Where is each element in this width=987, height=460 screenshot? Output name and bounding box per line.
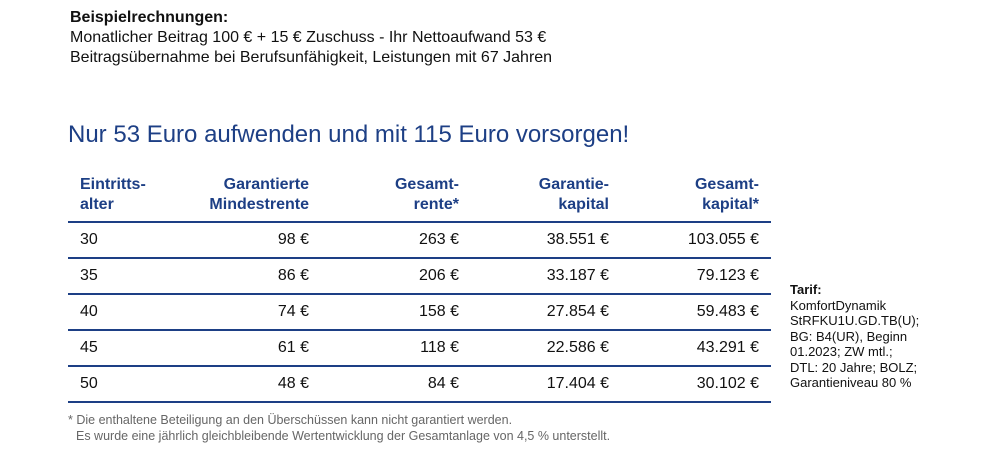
tarif-line: StRFKU1U.GD.TB(U); bbox=[790, 313, 920, 328]
table-row: 35 86 € 206 € 33.187 € 79.123 € bbox=[68, 258, 771, 295]
cell-age: 30 bbox=[68, 222, 172, 259]
tarif-line: KomfortDynamik bbox=[790, 297, 887, 313]
table-row: 40 74 € 158 € 27.854 € 59.483 € bbox=[68, 294, 771, 331]
cell-gesamtkapital: 103.055 € bbox=[621, 222, 771, 259]
cell-gesamtkapital: 79.123 € bbox=[621, 258, 771, 295]
tarif-line: BG: B4(UR), Beginn bbox=[790, 328, 908, 344]
cell-age: 50 bbox=[68, 366, 172, 403]
cell-age: 35 bbox=[68, 258, 172, 295]
tarif-label: Tarif: bbox=[790, 282, 822, 297]
intro-block: Beispielrechnungen: Monatlicher Beitrag … bbox=[70, 8, 552, 68]
cell-garantiekapital: 17.404 € bbox=[471, 366, 621, 403]
footnote: * Die enthaltene Beteiligung an den Über… bbox=[68, 412, 610, 444]
header-gesamtrente: Gesamt- rente* bbox=[321, 175, 471, 223]
header-garantiekapital: Garantie- kapital bbox=[471, 175, 621, 223]
tarif-note: Tarif: KomfortDynamik StRFKU1U.GD.TB(U);… bbox=[790, 282, 980, 391]
cell-gesamtrente: 118 € bbox=[321, 330, 471, 367]
table-header-row: Eintritts- alter Garantierte Mindestrent… bbox=[68, 175, 771, 223]
cell-mindestrente: 48 € bbox=[172, 366, 321, 403]
intro-line-2: Beitragsübernahme bei Berufsunfähigkeit,… bbox=[70, 49, 553, 66]
benefit-table: Eintritts- alter Garantierte Mindestrent… bbox=[68, 175, 771, 403]
cell-garantiekapital: 22.586 € bbox=[471, 330, 621, 367]
header-gesamtkapital: Gesamt- kapital* bbox=[621, 175, 771, 223]
cell-gesamtrente: 158 € bbox=[321, 294, 471, 331]
header-eintrittsalter: Eintritts- alter bbox=[68, 175, 172, 223]
cell-age: 40 bbox=[68, 294, 172, 331]
intro-title: Beispielrechnungen: bbox=[70, 9, 229, 26]
cell-gesamtkapital: 43.291 € bbox=[621, 330, 771, 367]
cell-garantiekapital: 27.854 € bbox=[471, 294, 621, 331]
footnote-line-2: Es wurde eine jährlich gleichbleibende W… bbox=[76, 429, 611, 443]
cell-mindestrente: 61 € bbox=[172, 330, 321, 367]
intro-line-1: Monatlicher Beitrag 100 € + 15 € Zuschus… bbox=[70, 29, 547, 46]
table-row: 30 98 € 263 € 38.551 € 103.055 € bbox=[68, 222, 771, 259]
cell-mindestrente: 86 € bbox=[172, 258, 321, 295]
cell-mindestrente: 98 € bbox=[172, 222, 321, 259]
cell-mindestrente: 74 € bbox=[172, 294, 321, 331]
cell-garantiekapital: 38.551 € bbox=[471, 222, 621, 259]
cell-gesamtrente: 263 € bbox=[321, 222, 471, 259]
tarif-line: Garantieniveau 80 % bbox=[790, 375, 912, 390]
cell-garantiekapital: 33.187 € bbox=[471, 258, 621, 295]
cell-age: 45 bbox=[68, 330, 172, 367]
cell-gesamtrente: 84 € bbox=[321, 366, 471, 403]
headline: Nur 53 Euro aufwenden und mit 115 Euro v… bbox=[68, 121, 630, 148]
table-row: 50 48 € 84 € 17.404 € 30.102 € bbox=[68, 366, 771, 403]
cell-gesamtkapital: 30.102 € bbox=[621, 366, 771, 403]
footnote-line-1: * Die enthaltene Beteiligung an den Über… bbox=[68, 413, 513, 427]
tarif-line: DTL: 20 Jahre; BOLZ; bbox=[790, 359, 918, 375]
header-mindestrente: Garantierte Mindestrente bbox=[172, 175, 321, 223]
table-row: 45 61 € 118 € 22.586 € 43.291 € bbox=[68, 330, 771, 367]
tarif-line: 01.2023; ZW mtl.; bbox=[790, 344, 893, 359]
cell-gesamtrente: 206 € bbox=[321, 258, 471, 295]
cell-gesamtkapital: 59.483 € bbox=[621, 294, 771, 331]
